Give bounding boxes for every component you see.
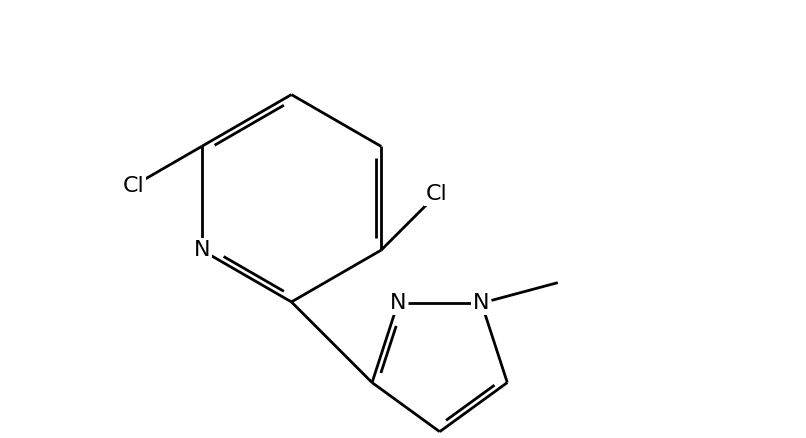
Text: N: N: [389, 293, 406, 313]
Text: Cl: Cl: [123, 176, 144, 196]
Text: N: N: [473, 293, 490, 313]
Text: Cl: Cl: [426, 184, 448, 204]
Text: N: N: [193, 240, 210, 260]
